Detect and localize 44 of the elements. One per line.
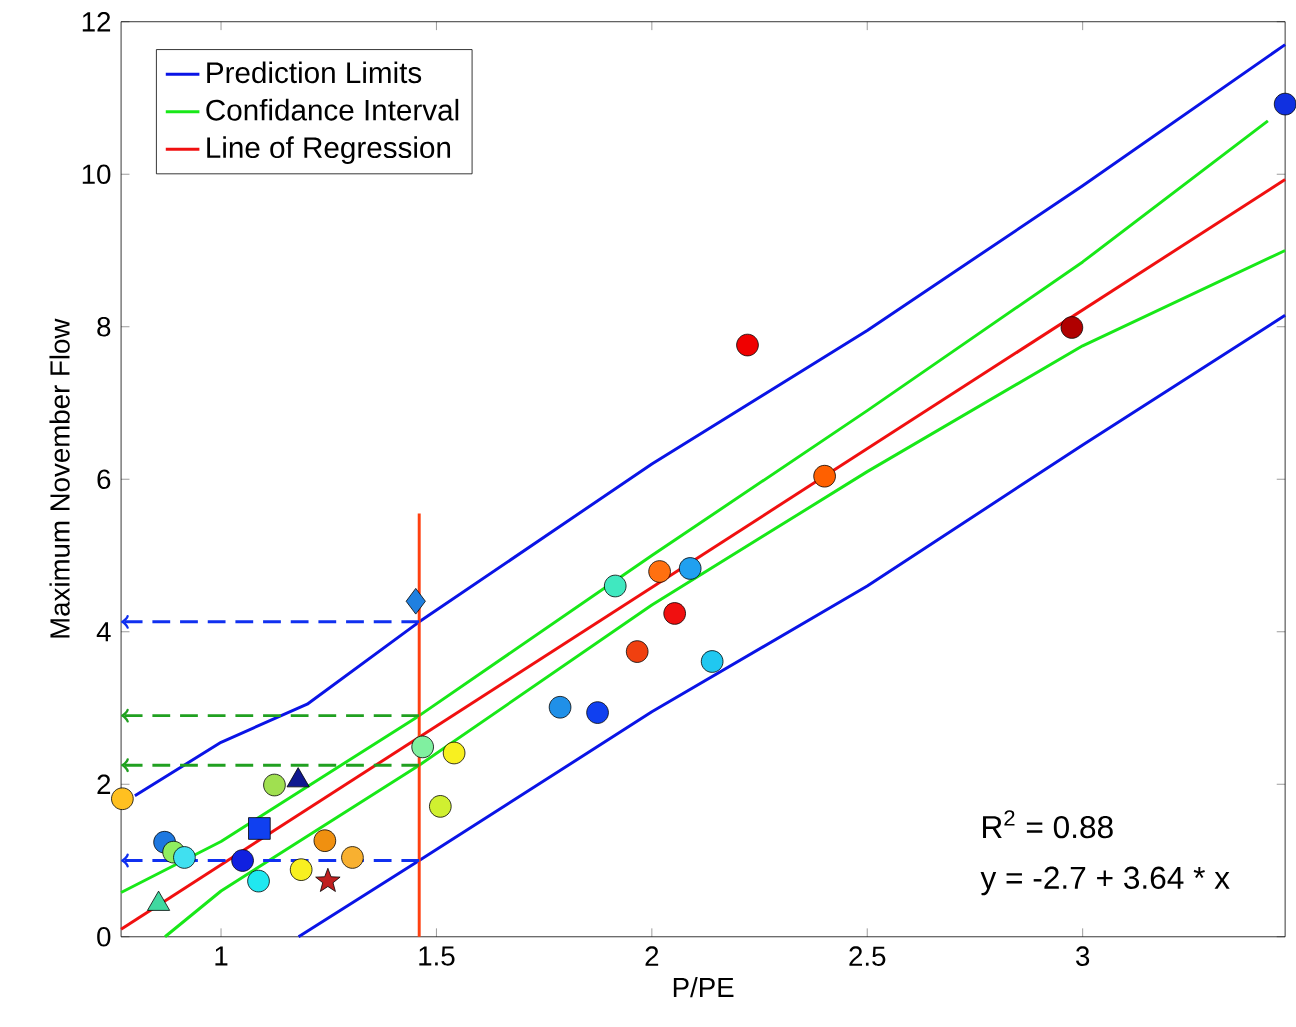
point: [247, 869, 270, 893]
point: [813, 465, 836, 488]
point: [315, 868, 341, 893]
point: [405, 588, 426, 615]
point: [411, 735, 434, 759]
y-tick-label: 12: [82, 12, 111, 32]
y-axis-title: Maximum November Flow: [49, 318, 70, 638]
point: [625, 640, 649, 663]
point: [173, 846, 196, 869]
y-tick-label: 10: [82, 164, 111, 185]
y-tick-label: 8: [97, 317, 111, 337]
x-tick-label: 1.5: [419, 946, 455, 966]
y-tick-label: 6: [97, 469, 111, 490]
point: [548, 696, 572, 719]
point: [442, 741, 466, 765]
point: [603, 574, 627, 598]
legend-label: Prediction Limits: [207, 61, 422, 84]
point: [678, 557, 702, 580]
point: [648, 560, 671, 583]
point: [341, 846, 364, 869]
point: [700, 650, 724, 673]
legend-label: Line of Regression: [207, 136, 451, 165]
point: [263, 773, 286, 797]
point: [313, 829, 337, 853]
x-axis-title: P/PE: [673, 977, 734, 998]
point: [248, 817, 271, 840]
x-tick-label: 2: [645, 946, 659, 966]
legend-label: Confidance Interval: [206, 99, 459, 121]
point: [1060, 316, 1084, 339]
y-tick-label: 2: [97, 774, 111, 795]
y-tick-label: 0: [97, 927, 111, 947]
x-tick-label: 3: [1076, 946, 1090, 967]
point: [289, 858, 313, 882]
point: [231, 849, 254, 872]
point: [111, 787, 134, 811]
point: [429, 795, 452, 818]
x-tick-label: 1: [215, 946, 228, 966]
annotation: y = -2.7 + 3.64 * x: [980, 866, 1230, 896]
annotation: R$^{2}$ = 0.88: [983, 810, 1113, 839]
point: [736, 333, 759, 357]
y-tick-label: 4: [96, 622, 111, 642]
point: [663, 602, 686, 625]
line-series: [297, 313, 1287, 939]
x-tick-label: 2.5: [849, 946, 886, 967]
